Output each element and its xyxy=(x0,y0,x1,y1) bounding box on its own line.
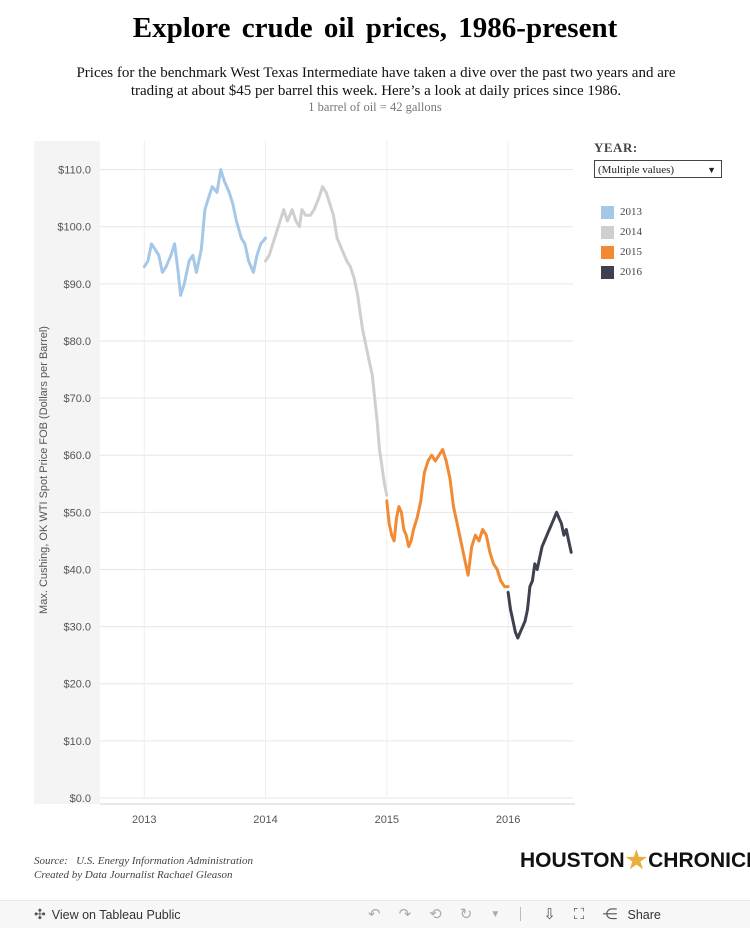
legend-item-2013[interactable]: 2013 xyxy=(594,202,734,222)
y-tick-label: $10.0 xyxy=(63,736,91,748)
legend-swatch xyxy=(601,225,614,239)
y-tick-label: $110.0 xyxy=(58,165,91,177)
view-on-tableau-link[interactable]: ✣ View on Tableau Public xyxy=(34,906,181,923)
legend-label: 2015 xyxy=(620,246,642,258)
x-tick-label: 2015 xyxy=(375,814,399,826)
y-axis-ticks: $110.0 $100.0 $90.0 $80.0 $70.0 $60.0 $50.0 $40… xyxy=(57,165,91,805)
share-button[interactable]: ⋲ Share xyxy=(602,905,679,923)
refresh-icon[interactable]: ↻ xyxy=(459,906,473,923)
legend-label: 2013 xyxy=(620,206,642,218)
series-line-2015[interactable] xyxy=(385,448,510,589)
series-lines xyxy=(142,168,573,640)
y-tick-label: $70.0 xyxy=(63,393,91,405)
series-line-2016[interactable] xyxy=(506,510,573,640)
legend-label: 2014 xyxy=(620,226,642,238)
series-line-2014[interactable] xyxy=(264,185,389,497)
share-icon: ⋲ xyxy=(602,906,618,923)
toolbar-actions: ↶ ↷ ⟲ ↻ ▼ ⇩ ⛶ ⋲ Share xyxy=(368,905,697,924)
revert-icon[interactable]: ⟲ xyxy=(429,906,442,923)
unit-note: 1 barrel of oil = 42 gallons xyxy=(308,100,442,114)
page-subtitle: Prices for the benchmark West Texas Inte… xyxy=(76,65,676,99)
source-text: U.S. Energy Information Administration xyxy=(76,855,253,867)
legend-label: 2016 xyxy=(620,266,642,278)
dropdown-arrow-icon: ▼ xyxy=(707,165,716,175)
source-credit: Source: U.S. Energy Information Administ… xyxy=(34,854,253,882)
redo-icon[interactable]: ↷ xyxy=(398,906,412,923)
toolbar-divider xyxy=(520,907,522,921)
legend-item-2014[interactable]: 2014 xyxy=(594,222,734,242)
y-tick-label: $20.0 xyxy=(63,679,91,691)
y-tick-label: $50.0 xyxy=(63,507,91,519)
y-tick-label: $60.0 xyxy=(63,450,91,462)
x-tick-label: 2013 xyxy=(132,814,156,826)
y-tick-label: $30.0 xyxy=(63,622,91,634)
year-filter-title: YEAR: xyxy=(594,140,638,155)
tableau-logo-icon: ✣ xyxy=(34,906,46,922)
ylabel-panel xyxy=(34,141,100,804)
logo-left: HOUSTON xyxy=(520,848,625,872)
legend-swatch xyxy=(601,245,614,259)
y-axis-label: Max. Cushing, OK WTI Spot Price FOB (Dol… xyxy=(38,326,50,614)
x-axis-ticks: 2013 2014 2015 2016 xyxy=(132,814,520,826)
houston-chronicle-logo: HOUSTON ★ CHRONICLE xyxy=(520,846,750,875)
y-tick-label: $40.0 xyxy=(63,564,91,576)
year-filter-value: (Multiple values) xyxy=(598,164,675,176)
chevron-down-icon[interactable]: ▼ xyxy=(490,908,501,920)
legend-item-2015[interactable]: 2015 xyxy=(594,242,734,262)
legend-swatch xyxy=(601,205,614,219)
x-tick-label: 2016 xyxy=(496,814,520,826)
logo-right: CHRONICLE xyxy=(648,848,750,872)
undo-icon[interactable]: ↶ xyxy=(368,906,381,923)
credit-text: Created by Data Journalist Rachael Gleas… xyxy=(34,869,233,881)
page-title: Explore crude oil prices, 1986-present xyxy=(132,12,618,44)
legend-swatch xyxy=(601,265,614,279)
source-label: Source: xyxy=(34,855,68,867)
legend-items: 2013 2014 2015 2016 xyxy=(594,202,734,282)
y-tick-label: $90.0 xyxy=(63,279,91,291)
price-line-chart[interactable]: $110.0 $100.0 $90.0 $80.0 $70.0 $60.0 $50.0 $40… xyxy=(0,0,750,840)
series-line-2013[interactable] xyxy=(142,168,267,297)
fullscreen-icon[interactable]: ⛶ xyxy=(573,905,585,923)
download-icon[interactable]: ⇩ xyxy=(543,906,556,923)
tableau-toolbar: ✣ View on Tableau Public ↶ ↷ ⟲ ↻ ▼ ⇩ ⛶ ⋲… xyxy=(0,900,750,928)
star-icon: ★ xyxy=(625,847,648,874)
legend-item-2016[interactable]: 2016 xyxy=(594,262,734,282)
legend-panel: YEAR: (Multiple values) ▼ 2013 2014 2015 20… xyxy=(594,140,734,282)
x-tick-label: 2014 xyxy=(253,814,277,826)
year-filter-dropdown[interactable]: (Multiple values) ▼ xyxy=(594,160,722,178)
y-tick-label: $0.0 xyxy=(70,793,91,805)
view-on-tableau-label: View on Tableau Public xyxy=(51,907,181,922)
y-tick-label: $80.0 xyxy=(63,336,91,348)
y-tick-label: $100.0 xyxy=(57,222,91,234)
share-label: Share xyxy=(627,908,661,922)
